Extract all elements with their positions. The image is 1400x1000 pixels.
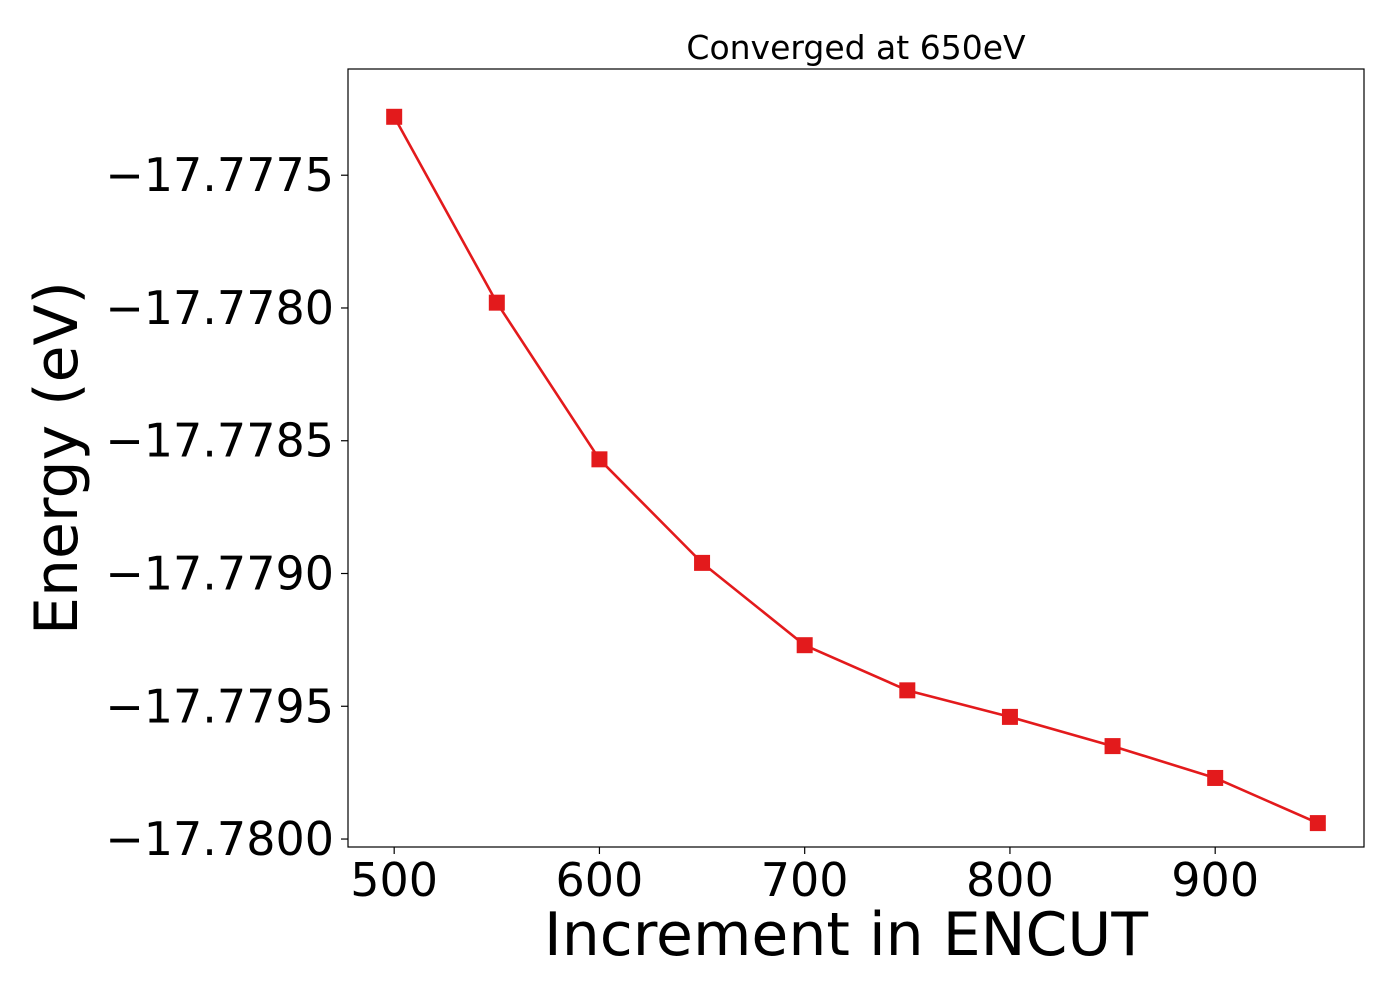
data-point <box>796 637 813 654</box>
chart-title: Converged at 650eV <box>686 28 1026 67</box>
data-point <box>1207 769 1224 786</box>
series-line <box>393 116 1319 825</box>
x-tick-label: 500 <box>350 853 438 907</box>
series-group <box>386 108 1326 832</box>
data-point <box>386 108 403 125</box>
plot-frame <box>347 68 1365 848</box>
y-tick-label: −17.7775 <box>105 148 334 202</box>
data-point <box>591 451 608 468</box>
data-point <box>1309 815 1326 832</box>
data-point <box>1001 708 1018 725</box>
y-tick-label: −17.7795 <box>105 679 334 733</box>
y-tick-label: −17.7780 <box>105 281 334 335</box>
x-tick-label: 900 <box>1171 853 1259 907</box>
y-axis-label: Energy (eV) <box>22 281 92 635</box>
y-tick-label: −17.7790 <box>105 547 334 601</box>
x-tick-label: 800 <box>966 853 1054 907</box>
data-point <box>694 554 711 571</box>
y-tick-label: −17.7800 <box>105 812 334 866</box>
x-tick-label: 700 <box>761 853 849 907</box>
x-axis-ticks: 500 600 700 800 900 <box>350 847 1259 907</box>
data-point <box>488 294 505 311</box>
y-axis-ticks: −17.7775 −17.7780 −17.7785 −17.7790 −17.7795… <box>105 148 348 866</box>
y-tick-label: −17.7785 <box>105 414 334 468</box>
x-axis-label: Increment in ENCUT <box>544 900 1148 970</box>
data-point <box>899 682 916 699</box>
x-tick-label: 600 <box>556 853 644 907</box>
data-point <box>1104 738 1121 755</box>
